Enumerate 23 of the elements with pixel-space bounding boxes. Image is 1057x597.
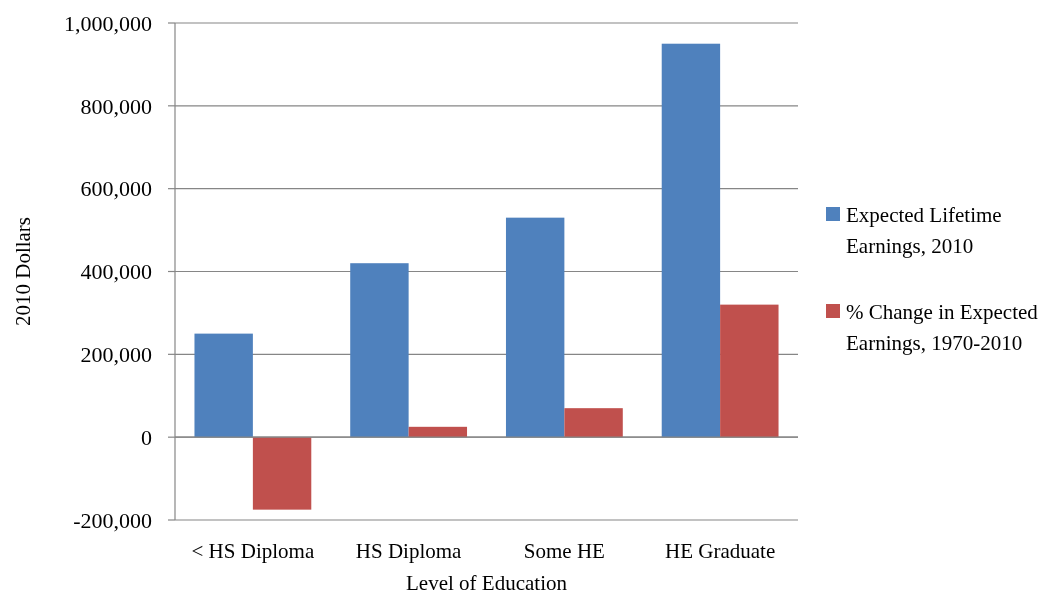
- y-tick-label: 600,000: [80, 176, 152, 202]
- bar: [408, 426, 468, 438]
- bar: [252, 437, 312, 510]
- legend-label: Expected Lifetime Earnings, 2010: [846, 203, 1002, 259]
- y-axis-title: 2010 Dollars: [11, 216, 35, 327]
- x-tick-label: < HS Diploma: [191, 539, 315, 563]
- bar: [194, 333, 253, 438]
- bar: [720, 304, 779, 438]
- x-axis-title: Level of Education: [406, 571, 568, 595]
- y-tick-label: -200,000: [73, 507, 152, 533]
- x-tick-label: HS Diploma: [355, 539, 463, 563]
- y-tick-label: 1,000,000: [64, 10, 152, 36]
- bar: [350, 263, 409, 438]
- legend-label: % Change in Expected Earnings, 1970-2010: [846, 300, 1039, 356]
- y-tick-label: 400,000: [80, 259, 152, 285]
- x-tick-label: HE Graduate: [665, 539, 776, 563]
- y-tick-label: 200,000: [80, 342, 152, 368]
- y-tick-label: 0: [141, 424, 152, 450]
- x-tick-label: Some HE: [523, 539, 605, 563]
- bar: [505, 217, 565, 438]
- bar: [564, 408, 623, 438]
- y-tick-label: 800,000: [80, 93, 152, 119]
- bar: [661, 43, 721, 438]
